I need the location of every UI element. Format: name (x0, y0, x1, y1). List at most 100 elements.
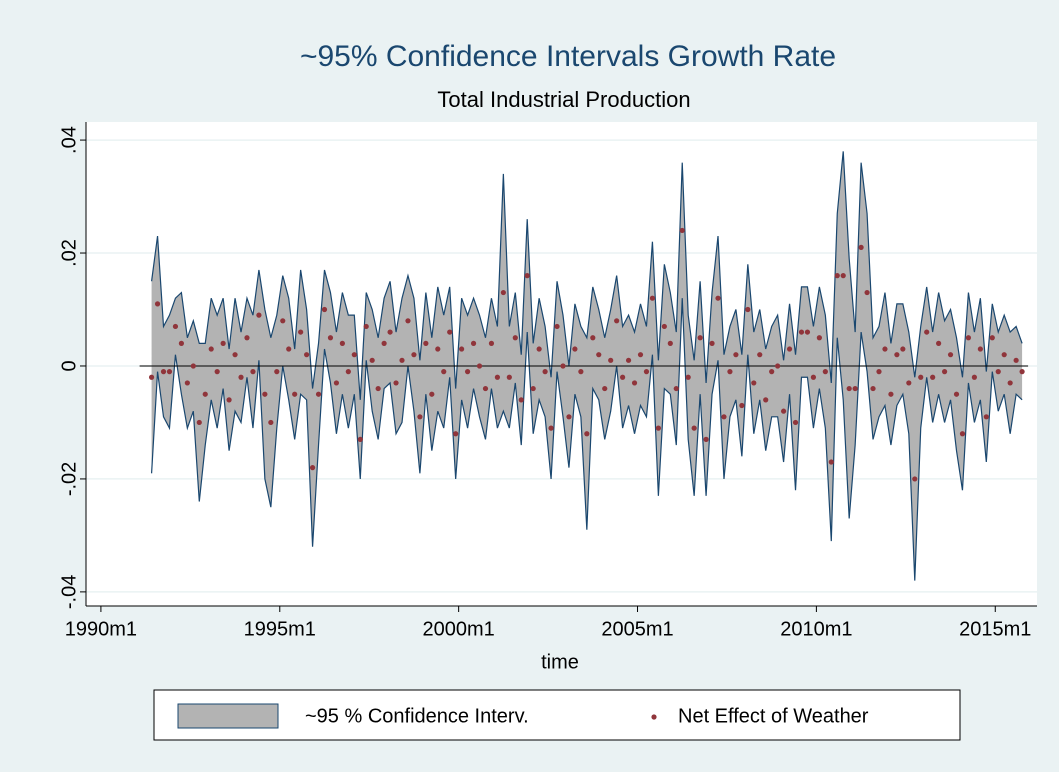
point (959, 431, 966, 437)
point (566, 414, 572, 420)
point (983, 414, 989, 420)
point (822, 369, 828, 375)
point (947, 352, 954, 358)
point (441, 369, 447, 375)
point (912, 476, 918, 482)
point (631, 380, 638, 386)
x-tick-label: 2000m1 (423, 618, 495, 640)
point (250, 369, 256, 375)
point (858, 244, 864, 250)
point (447, 329, 453, 335)
point (608, 357, 614, 363)
point (393, 380, 399, 386)
point (500, 289, 506, 296)
point (971, 374, 977, 380)
point (900, 346, 906, 352)
point (512, 335, 518, 341)
point (637, 352, 644, 358)
point (620, 374, 626, 380)
point (369, 357, 375, 363)
point (417, 414, 423, 420)
point (405, 318, 411, 324)
point (840, 273, 846, 279)
point (375, 385, 381, 392)
point (584, 431, 590, 437)
point (292, 391, 298, 397)
point (214, 369, 220, 375)
point (345, 369, 351, 375)
point (476, 363, 483, 369)
point (995, 369, 1001, 375)
point (596, 352, 602, 358)
x-tick-label: 2005m1 (601, 618, 673, 640)
point (852, 385, 858, 392)
point (715, 295, 721, 301)
point (154, 301, 161, 307)
point (423, 340, 429, 346)
point (655, 425, 661, 431)
point (518, 397, 524, 403)
point (256, 312, 262, 318)
point (888, 391, 894, 397)
point (924, 329, 930, 335)
point (202, 391, 208, 397)
point (321, 306, 328, 313)
point (780, 408, 787, 414)
point (1007, 380, 1013, 386)
point (977, 346, 983, 352)
point (482, 385, 489, 392)
point (530, 385, 536, 392)
point (327, 335, 334, 341)
point (172, 323, 179, 330)
point (661, 323, 667, 330)
point (232, 352, 238, 358)
point (602, 385, 608, 392)
point (381, 340, 387, 346)
point (804, 329, 811, 335)
point (244, 335, 250, 341)
point (739, 402, 745, 409)
point (536, 346, 542, 352)
y-tick-label: -.04 (58, 575, 80, 609)
point (178, 340, 184, 346)
point (828, 459, 834, 465)
point (614, 318, 620, 324)
point (298, 329, 304, 335)
point (649, 295, 656, 301)
point (274, 369, 280, 375)
point (160, 369, 167, 375)
legend-label: Net Effect of Weather (678, 705, 869, 727)
point (769, 369, 775, 375)
x-tick-label: 2010m1 (780, 618, 852, 640)
point (220, 340, 226, 346)
point (870, 385, 876, 392)
y-tick-label: .02 (58, 239, 80, 267)
point (1013, 357, 1019, 363)
point (906, 380, 912, 386)
point (399, 357, 405, 363)
point (816, 335, 822, 341)
point (435, 346, 441, 352)
legend-swatch (177, 703, 279, 729)
point (733, 352, 739, 358)
point (727, 369, 733, 375)
point (798, 329, 805, 335)
point (578, 369, 584, 375)
point (560, 363, 566, 369)
point (286, 346, 292, 352)
point (894, 352, 900, 358)
point (679, 227, 685, 234)
point (429, 391, 435, 397)
point (965, 335, 972, 341)
point (953, 391, 960, 397)
point (166, 369, 173, 375)
point (333, 380, 340, 386)
point (810, 374, 817, 380)
point (357, 436, 363, 442)
point (864, 289, 870, 296)
point (387, 329, 393, 335)
point (834, 273, 840, 279)
point (470, 340, 477, 346)
